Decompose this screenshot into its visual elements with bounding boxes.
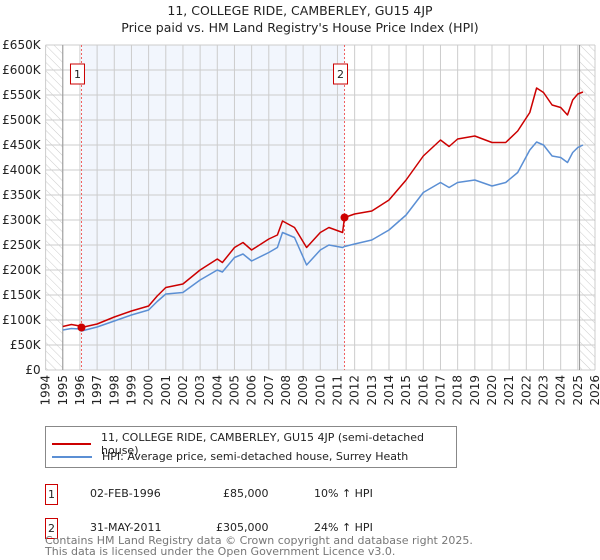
legend-swatch — [52, 455, 92, 458]
property-series-line — [62, 87, 584, 329]
x-tick-label: 2017 — [433, 375, 447, 406]
y-tick-label: £450K — [2, 138, 42, 152]
x-tick-label: 2010 — [313, 375, 327, 406]
chart-subtitle: Price paid vs. HM Land Registry's House … — [121, 20, 478, 35]
transaction-price: £305,000 — [216, 521, 269, 534]
x-tick-label: 2006 — [245, 375, 259, 406]
transaction-price: £85,000 — [223, 487, 269, 500]
annotation-box — [69, 63, 85, 85]
x-tick-label: 2008 — [279, 375, 293, 406]
x-tick-label: 2026 — [588, 375, 600, 406]
x-tick-label: 2009 — [296, 375, 310, 406]
legend: 11, COLLEGE RIDE, CAMBERLEY, GU15 4JP (s… — [45, 426, 457, 468]
legend-label: 11, COLLEGE RIDE, CAMBERLEY, GU15 4JP (s… — [101, 431, 424, 457]
x-tick-label: 2014 — [382, 375, 396, 406]
annotation-box — [333, 63, 349, 85]
x-tick-label: 2012 — [348, 375, 362, 406]
x-tick-label: 2007 — [262, 375, 276, 406]
x-tick-label: 1997 — [90, 375, 104, 406]
legend-item-hpi: HPI: Average price, semi-detached house,… — [52, 450, 408, 463]
transaction-number: 2 — [45, 518, 58, 539]
transaction-delta: 24% ↑ HPI — [314, 521, 373, 534]
y-tick-label: £150K — [2, 288, 42, 302]
x-tick-label: 2020 — [485, 375, 499, 406]
x-tick-label: 1998 — [107, 375, 121, 406]
x-tick-label: 2013 — [365, 375, 379, 406]
x-tick-label: 2015 — [399, 375, 413, 406]
x-tick-label: 1995 — [56, 375, 70, 406]
transaction-number: 1 — [45, 484, 58, 505]
transaction-row: 2 31-MAY-2011 £305,000 24% ↑ HPI — [45, 518, 545, 539]
y-tick-label: £300K — [2, 213, 42, 227]
x-tick-label: 2021 — [502, 375, 516, 406]
y-tick-label: £0 — [25, 363, 40, 377]
x-tick-label: 1994 — [39, 375, 53, 406]
x-tick-label: 2000 — [142, 375, 156, 406]
x-tick-label: 2025 — [571, 375, 585, 406]
x-tick-label: 2018 — [451, 375, 465, 406]
price-chart: 11, COLLEGE RIDE, CAMBERLEY, GU15 4JP Pr… — [2, 3, 600, 406]
y-tick-label: £50K — [10, 338, 42, 352]
sale-point — [340, 213, 349, 222]
x-tick-label: 1999 — [124, 375, 138, 406]
x-tick-label: 2023 — [536, 375, 550, 406]
y-tick-label: £350K — [2, 188, 42, 202]
legend-item-property: 11, COLLEGE RIDE, CAMBERLEY, GU15 4JP (s… — [52, 431, 456, 457]
x-tick-label: 2003 — [193, 375, 207, 406]
shaded-period — [81, 45, 345, 370]
footer-line-2: This data is licensed under the Open Gov… — [45, 545, 396, 558]
x-tick-label: 2004 — [210, 375, 224, 406]
transaction-row: 1 02-FEB-1996 £85,000 10% ↑ HPI — [45, 484, 545, 505]
y-tick-label: £550K — [2, 88, 42, 102]
footer-line-1: Contains HM Land Registry data © Crown c… — [45, 534, 473, 547]
transaction-date: 31-MAY-2011 — [90, 521, 162, 534]
x-tick-label: 2002 — [176, 375, 190, 406]
legend-label: HPI: Average price, semi-detached house,… — [102, 450, 409, 463]
x-tick-label: 2016 — [416, 375, 430, 406]
y-tick-label: £400K — [2, 163, 42, 177]
y-tick-label: £650K — [2, 38, 42, 52]
x-tick-label: 2011 — [330, 375, 344, 406]
footer: Contains HM Land Registry data © Crown c… — [45, 535, 473, 558]
hpi-series-line — [62, 141, 584, 332]
hatched-region-start — [45, 45, 63, 370]
sale-point — [77, 323, 86, 332]
x-tick-label: 2019 — [468, 375, 482, 406]
y-tick-label: £600K — [2, 63, 42, 77]
transaction-date: 02-FEB-1996 — [90, 487, 161, 500]
x-tick-label: 2005 — [227, 375, 241, 406]
y-tick-label: £100K — [2, 313, 42, 327]
y-tick-label: £500K — [2, 113, 42, 127]
y-tick-label: £250K — [2, 238, 42, 252]
legend-swatch — [52, 443, 92, 445]
annotation-label: 1 — [74, 68, 81, 81]
x-tick-label: 2022 — [519, 375, 533, 406]
x-tick-label: 1996 — [73, 375, 87, 406]
annotation-label: 2 — [337, 68, 344, 81]
y-tick-label: £200K — [2, 263, 42, 277]
transaction-delta: 10% ↑ HPI — [314, 487, 373, 500]
chart-title: 11, COLLEGE RIDE, CAMBERLEY, GU15 4JP — [167, 3, 433, 18]
hatched-region-end — [579, 45, 595, 370]
x-tick-label: 2024 — [554, 375, 568, 406]
x-tick-label: 2001 — [159, 375, 173, 406]
